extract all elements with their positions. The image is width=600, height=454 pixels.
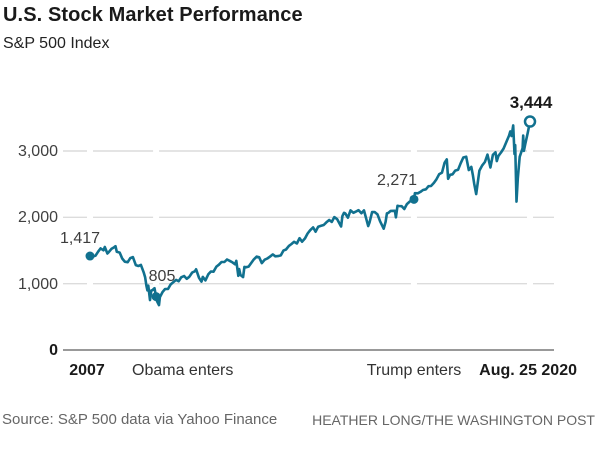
x-tick-aug-25-2020: Aug. 25 2020 bbox=[479, 362, 577, 379]
x-tick-trump-enters: Trump enters bbox=[366, 362, 462, 379]
y-tick-3000: 3,000 bbox=[17, 143, 58, 160]
data-point-dot bbox=[85, 251, 95, 261]
x-tick-2007: 2007 bbox=[69, 362, 105, 379]
data-point-dot bbox=[151, 292, 161, 302]
annotation-2271: 2,271 bbox=[376, 172, 418, 189]
data-point-dot bbox=[409, 194, 419, 204]
byline: HEATHER LONG/THE WASHINGTON POST bbox=[312, 412, 595, 428]
y-tick-1000: 1,000 bbox=[17, 276, 58, 293]
x-tick-obama-enters: Obama enters bbox=[132, 362, 234, 379]
data-point-dot bbox=[523, 115, 537, 128]
y-tick-2000: 2,000 bbox=[17, 209, 58, 226]
y-tick-0: 0 bbox=[49, 342, 58, 359]
chart-title: U.S. Stock Market Performance bbox=[3, 4, 303, 26]
annotation-1417: 1,417 bbox=[59, 230, 101, 247]
chart-subtitle: S&P 500 Index bbox=[3, 35, 110, 52]
source-note: Source: S&P 500 data via Yahoo Finance bbox=[2, 411, 278, 428]
annotation-805: 805 bbox=[148, 268, 176, 285]
annotation-3444: 3,444 bbox=[509, 93, 553, 112]
